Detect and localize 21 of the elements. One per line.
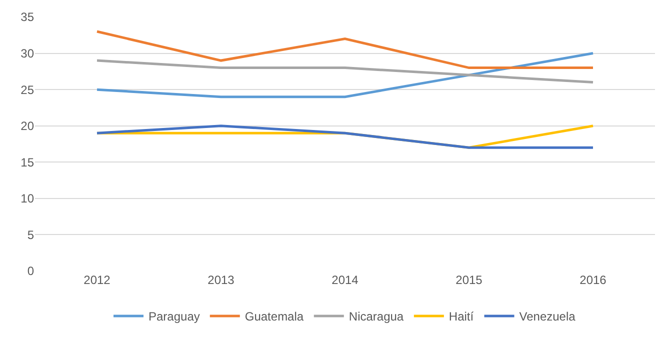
- x-tick-label: 2014: [332, 273, 359, 287]
- x-tick-label: 2012: [84, 273, 111, 287]
- x-tick-label: 2016: [580, 273, 607, 287]
- y-tick-label: 10: [20, 192, 34, 206]
- y-tick-label: 15: [20, 155, 34, 170]
- y-tick-label: 0: [27, 264, 34, 278]
- x-tick-label: 2015: [456, 273, 483, 287]
- y-tick-label: 30: [20, 46, 34, 60]
- line-series: [96, 59, 594, 84]
- x-tick-label: 2013: [208, 273, 235, 287]
- legend-label: Venezuela: [519, 310, 576, 324]
- line-series: [96, 52, 594, 98]
- y-tick-label: 25: [20, 82, 34, 97]
- legend-label: Guatemala: [244, 310, 304, 324]
- legend-label: Haití: [448, 310, 474, 324]
- y-tick-label: 35: [20, 10, 34, 24]
- legend-label: Paraguay: [148, 310, 200, 324]
- y-tick-label: 5: [27, 228, 34, 242]
- y-tick-label: 20: [20, 119, 34, 134]
- legend-label: Nicaragua: [348, 310, 404, 324]
- line-series: [96, 30, 594, 70]
